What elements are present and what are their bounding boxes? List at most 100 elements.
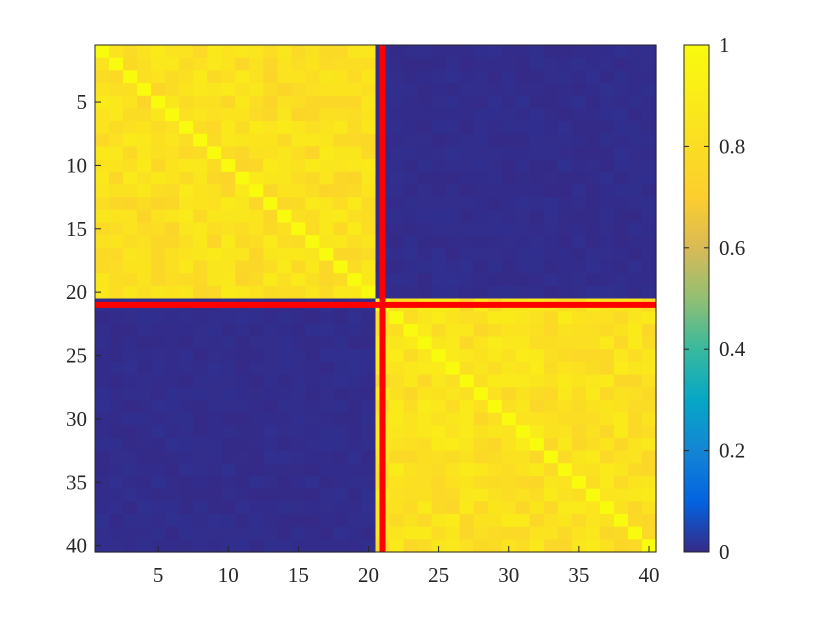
heatmap-cell <box>627 437 643 452</box>
heatmap-cell <box>641 247 657 262</box>
heatmap-cell <box>235 311 250 325</box>
heatmap-cell <box>459 336 475 350</box>
heatmap-cell <box>571 197 587 211</box>
heatmap-cell <box>487 222 503 236</box>
heatmap-cell <box>403 399 419 414</box>
heatmap-cell <box>249 450 264 464</box>
heatmap-cell <box>459 171 475 186</box>
heatmap-cell <box>179 209 194 224</box>
heatmap-cell <box>249 108 264 122</box>
heatmap-cell <box>347 273 363 287</box>
heatmap-cell <box>571 247 587 262</box>
heatmap-cell <box>277 197 292 211</box>
heatmap-cell <box>501 70 517 84</box>
heatmap-cell <box>641 184 657 198</box>
heatmap-cell <box>291 361 306 376</box>
heatmap-cell <box>459 57 475 71</box>
heatmap-cell <box>389 184 405 198</box>
heatmap-cell <box>151 513 166 528</box>
heatmap-cell <box>361 197 377 211</box>
heatmap-cell <box>515 311 531 325</box>
heatmap-cell <box>165 311 180 325</box>
heatmap-cell <box>123 159 138 173</box>
heatmap-cell <box>277 463 292 477</box>
heatmap-cell <box>571 336 587 350</box>
heatmap-cell <box>165 45 180 59</box>
heatmap-cell <box>151 463 166 477</box>
heatmap-cell <box>221 526 236 540</box>
heatmap-cell <box>529 488 545 502</box>
heatmap-cell <box>235 323 250 338</box>
heatmap-cell <box>151 387 166 401</box>
heatmap-cell <box>333 361 349 376</box>
heatmap-cell <box>571 83 587 97</box>
heatmap-cell <box>137 83 152 97</box>
heatmap-cell <box>109 260 124 274</box>
heatmap-cell <box>501 526 517 540</box>
heatmap-cell <box>109 57 124 71</box>
heatmap-cell <box>151 83 166 97</box>
heatmap-cell <box>361 70 377 84</box>
heatmap-cell <box>319 311 335 325</box>
heatmap-cell <box>221 488 236 502</box>
heatmap-cell <box>459 184 475 198</box>
heatmap-cell <box>165 349 180 363</box>
heatmap-cell <box>627 159 643 173</box>
heatmap-cell <box>487 387 503 401</box>
heatmap-cell <box>235 425 250 439</box>
heatmap-cell <box>613 311 629 325</box>
heatmap-cell <box>305 399 321 414</box>
heatmap-cell <box>487 399 503 414</box>
heatmap-cell <box>585 323 601 338</box>
heatmap-cell <box>501 121 517 135</box>
heatmap-cell <box>305 513 321 528</box>
colorbar-tick-label: 0 <box>719 540 730 564</box>
heatmap-cell <box>487 311 503 325</box>
heatmap-cell <box>263 437 278 452</box>
heatmap-cell <box>627 311 643 325</box>
heatmap-cell <box>627 83 643 97</box>
heatmap-cell <box>249 247 264 262</box>
x-tick-label: 40 <box>638 563 659 587</box>
heatmap-cell <box>361 475 377 490</box>
heatmap-cell <box>613 260 629 274</box>
heatmap-cell <box>417 273 433 287</box>
heatmap-cell <box>599 311 615 325</box>
heatmap-cell <box>543 108 559 122</box>
heatmap-cell <box>571 361 587 376</box>
heatmap-cell <box>627 374 643 388</box>
heatmap-cell <box>305 475 321 490</box>
heatmap-cell <box>529 121 545 135</box>
heatmap-cell <box>95 57 110 71</box>
heatmap-cell <box>557 171 573 186</box>
heatmap-cell <box>123 235 138 249</box>
heatmap-cell <box>641 45 657 59</box>
heatmap-cell <box>137 463 152 477</box>
heatmap-cell <box>389 450 405 464</box>
heatmap-cell <box>361 45 377 59</box>
heatmap-cell <box>529 399 545 414</box>
heatmap-cell <box>403 95 419 109</box>
heatmap-cell <box>361 209 377 224</box>
heatmap-cell <box>95 311 110 325</box>
heatmap-cell <box>585 513 601 528</box>
heatmap-cell <box>249 70 264 84</box>
heatmap-cell <box>151 488 166 502</box>
heatmap-cell <box>249 412 264 426</box>
heatmap-cell <box>389 235 405 249</box>
heatmap-cell <box>333 539 349 553</box>
heatmap-cell <box>137 399 152 414</box>
heatmap-cell <box>389 513 405 528</box>
heatmap-cell <box>305 539 321 553</box>
heatmap-cell <box>347 197 363 211</box>
heatmap-cell <box>95 399 110 414</box>
heatmap-cell <box>249 260 264 274</box>
heatmap-cell <box>599 539 615 553</box>
heatmap-cell <box>319 197 335 211</box>
heatmap-cell <box>333 501 349 515</box>
heatmap-cell <box>627 235 643 249</box>
heatmap-cell <box>501 399 517 414</box>
heatmap-cell <box>347 285 363 300</box>
heatmap-cell <box>263 513 278 528</box>
heatmap-cell <box>627 501 643 515</box>
